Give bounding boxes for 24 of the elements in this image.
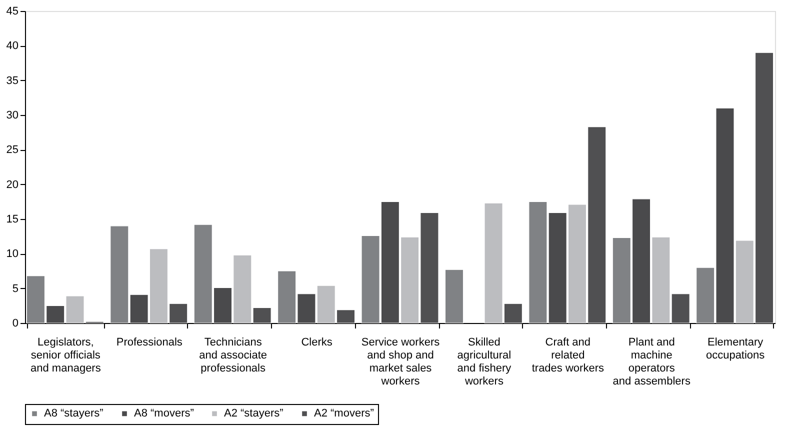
y-tick-label: 15 xyxy=(6,214,18,226)
y-tick-label: 40 xyxy=(6,40,18,52)
x-tick-label: Technicians and associate professionals xyxy=(199,336,268,374)
legend-label: A8 “movers” xyxy=(134,408,194,420)
x-tick-label: Skilled agricultural and fishery workers xyxy=(457,336,512,388)
y-tick-label: 10 xyxy=(6,248,18,260)
legend-label: A2 “stayers” xyxy=(224,408,284,420)
y-tick-label: 0 xyxy=(12,318,18,330)
x-tick-label: Legislators, senior officials and managers xyxy=(30,336,102,374)
y-tick-label: 30 xyxy=(6,110,18,122)
y-tick-label: 45 xyxy=(6,6,18,18)
x-tick-label: Service workers and shop and market sales workers xyxy=(361,336,440,388)
bar xyxy=(444,269,464,324)
x-tick-label: Professionals xyxy=(116,336,183,348)
y-tick-label: 35 xyxy=(6,74,18,87)
y-tick-label: 20 xyxy=(6,178,18,191)
x-tick-label: Clerks xyxy=(301,336,333,348)
y-tick-label: 25 xyxy=(6,144,18,156)
x-tick-label: Plant and machine operators and assemblers xyxy=(612,336,691,388)
y-tick-label: 5 xyxy=(12,282,18,295)
legend-label: A8 “stayers” xyxy=(44,408,104,420)
x-tick-label: Elementary occupations xyxy=(706,336,766,362)
x-tick-label: Craft and related trades workers xyxy=(532,336,604,374)
legend-label: A2 “movers” xyxy=(314,408,374,420)
